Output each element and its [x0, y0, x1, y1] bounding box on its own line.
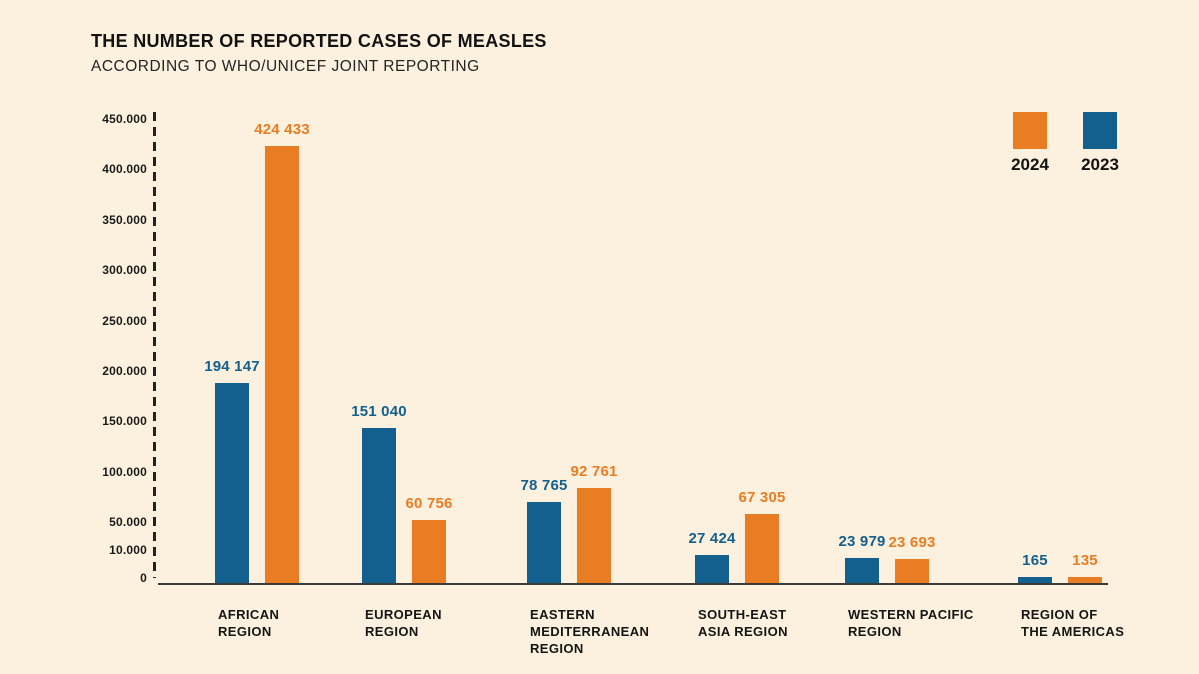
legend-label-2023: 2023	[1081, 155, 1119, 174]
chart-subtitle: ACCORDING TO WHO/UNICEF JOINT REPORTING	[91, 58, 480, 75]
bar-2023-region-of-the-americas	[1018, 577, 1052, 583]
bar-2023-south-east-asia-region	[695, 555, 729, 583]
y-tick-400000: 400.000	[102, 162, 147, 176]
value-label-2023-european-region: 151 040	[351, 403, 407, 420]
category-label-western-pacific-region: WESTERN PACIFIC REGION	[848, 607, 974, 639]
bar-2024-region-of-the-americas	[1068, 577, 1102, 583]
x-axis-line	[158, 583, 1108, 585]
category-label-south-east-asia-region: SOUTH-EAST ASIA REGION	[698, 607, 788, 639]
legend-swatch-2024	[1013, 112, 1047, 149]
value-label-2024-western-pacific-region: 23 693	[888, 534, 936, 551]
bar-2024-south-east-asia-region	[745, 514, 779, 583]
category-label-eastern-mediterranean-region: EASTERN MEDITERRANEAN REGION	[530, 607, 650, 656]
bar-2024-eastern-mediterranean-region	[577, 488, 611, 583]
chart-title: THE NUMBER OF REPORTED CASES OF MEASLES	[91, 31, 547, 51]
value-label-2023-south-east-asia-region: 27 424	[688, 530, 736, 547]
value-label-2023-african-region: 194 147	[204, 358, 260, 375]
bar-2023-western-pacific-region	[845, 558, 879, 583]
y-tick-50000: 50.000	[109, 515, 147, 529]
value-label-2024-eastern-mediterranean-region: 92 761	[570, 463, 618, 480]
y-axis-line	[153, 112, 156, 578]
bar-2024-european-region	[412, 520, 446, 583]
bar-2024-african-region	[265, 146, 299, 583]
y-tick-200000: 200.000	[102, 364, 147, 378]
category-label-european-region: EUROPEAN REGION	[365, 607, 442, 639]
y-tick-0: 0	[140, 571, 147, 585]
y-tick-100000: 100.000	[102, 465, 147, 479]
legend-item-2023: 2023	[1075, 112, 1125, 175]
value-label-2023-western-pacific-region: 23 979	[838, 533, 886, 550]
y-tick-350000: 350.000	[102, 213, 147, 227]
bar-2023-european-region	[362, 428, 396, 583]
y-tick-10000: 10.000	[109, 543, 147, 557]
category-label-region-of-the-americas: REGION OF THE AMERICAS	[1021, 607, 1125, 639]
y-tick-450000: 450.000	[102, 112, 147, 126]
value-label-2024-region-of-the-americas: 135	[1072, 552, 1098, 569]
legend-item-2024: 2024	[1005, 112, 1055, 175]
bar-2023-african-region	[215, 383, 249, 583]
bar-2023-eastern-mediterranean-region	[527, 502, 561, 583]
y-tick-150000: 150.000	[102, 414, 147, 428]
value-label-2024-south-east-asia-region: 67 305	[738, 489, 786, 506]
y-tick-300000: 300.000	[102, 263, 147, 277]
value-label-2024-european-region: 60 756	[405, 495, 453, 512]
value-label-2024-african-region: 424 433	[254, 121, 310, 138]
legend-label-2024: 2024	[1011, 155, 1049, 174]
value-label-2023-region-of-the-americas: 165	[1022, 552, 1048, 569]
bar-2024-western-pacific-region	[895, 559, 929, 583]
value-label-2023-eastern-mediterranean-region: 78 765	[520, 477, 568, 494]
y-tick-250000: 250.000	[102, 314, 147, 328]
category-label-african-region: AFRICAN REGION	[218, 607, 280, 639]
legend-swatch-2023	[1083, 112, 1117, 149]
